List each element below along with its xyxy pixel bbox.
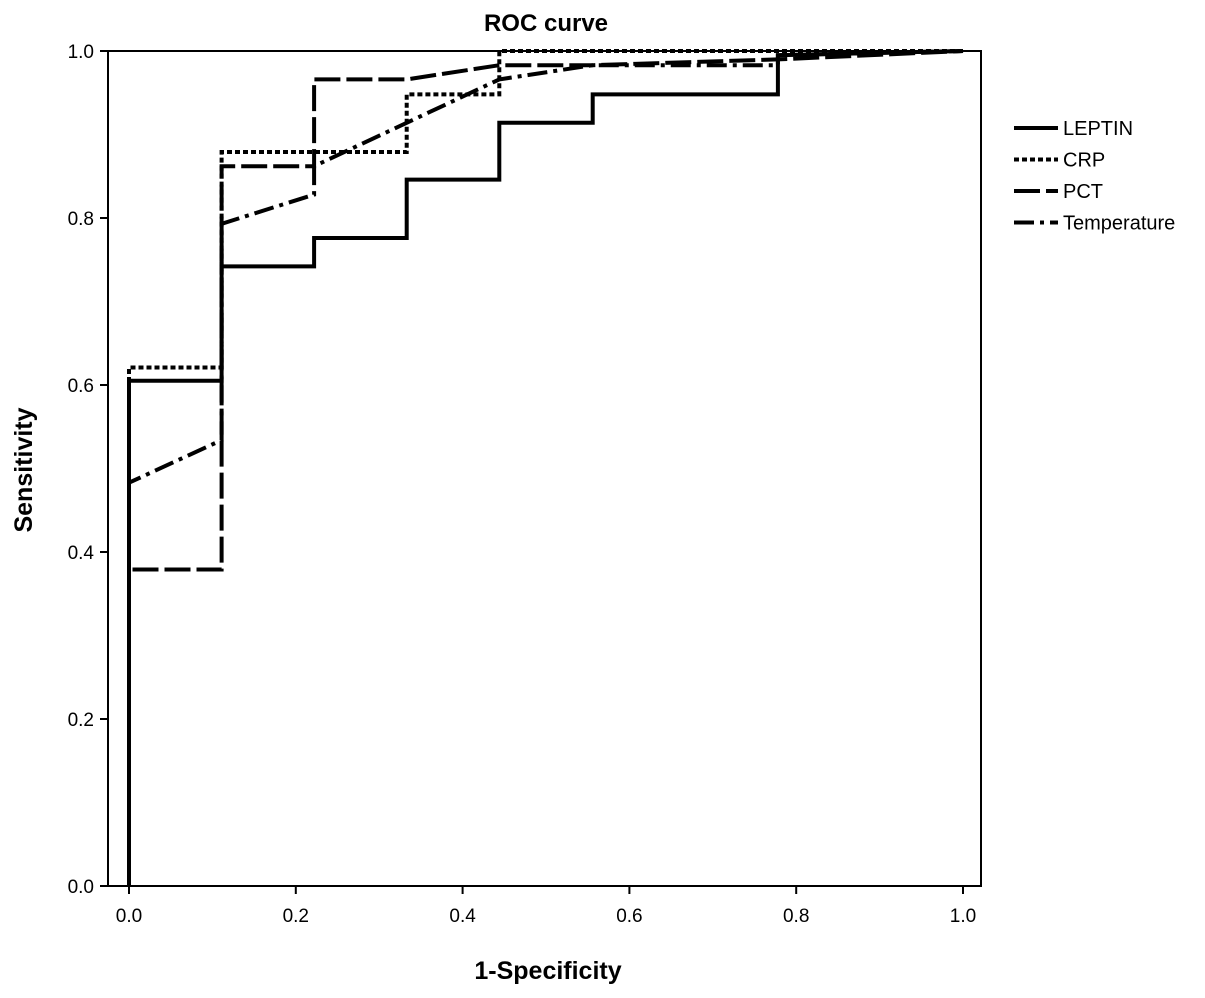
legend-label-temperature: Temperature bbox=[1063, 213, 1175, 235]
x-tick-label: 0.6 bbox=[616, 906, 642, 927]
series-line-crp bbox=[127, 49, 963, 886]
series-lines bbox=[127, 49, 964, 886]
y-tick-label: 1.0 bbox=[68, 42, 94, 63]
y-axis-title: Sensitivity bbox=[10, 407, 38, 532]
y-tick-label: 0.0 bbox=[68, 877, 94, 898]
series-line-pct bbox=[127, 49, 964, 886]
legend: LEPTIN CRP PCT Temperature bbox=[1014, 118, 1175, 235]
legend-label-crp: CRP bbox=[1063, 150, 1105, 172]
y-tick-label: 0.4 bbox=[68, 543, 95, 564]
y-tick-label: 0.8 bbox=[68, 209, 94, 230]
x-tick-label: 1.0 bbox=[950, 906, 976, 927]
y-axis: 0.0 0.2 0.4 0.6 0.8 1.0 bbox=[68, 42, 108, 898]
chart-title: ROC curve bbox=[484, 10, 608, 37]
legend-label-pct: PCT bbox=[1063, 181, 1103, 203]
x-tick-label: 0.8 bbox=[783, 906, 809, 927]
series-line-leptin bbox=[127, 49, 964, 886]
x-tick-label: 0.4 bbox=[449, 906, 476, 927]
x-tick-label: 0.2 bbox=[283, 906, 309, 927]
plot-frame bbox=[107, 50, 982, 887]
y-tick-label: 0.2 bbox=[68, 710, 94, 731]
x-tick-label: 0.0 bbox=[116, 906, 142, 927]
y-tick-label: 0.6 bbox=[68, 376, 94, 397]
series-line-temperature bbox=[127, 49, 964, 886]
x-axis-title: 1-Specificity bbox=[474, 957, 621, 985]
legend-label-leptin: LEPTIN bbox=[1063, 118, 1133, 140]
x-axis: 0.0 0.2 0.4 0.6 0.8 1.0 bbox=[116, 886, 976, 927]
